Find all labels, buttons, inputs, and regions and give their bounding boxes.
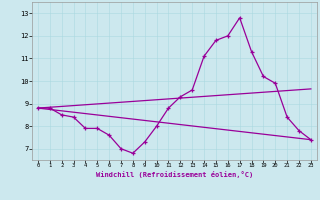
X-axis label: Windchill (Refroidissement éolien,°C): Windchill (Refroidissement éolien,°C) (96, 171, 253, 178)
